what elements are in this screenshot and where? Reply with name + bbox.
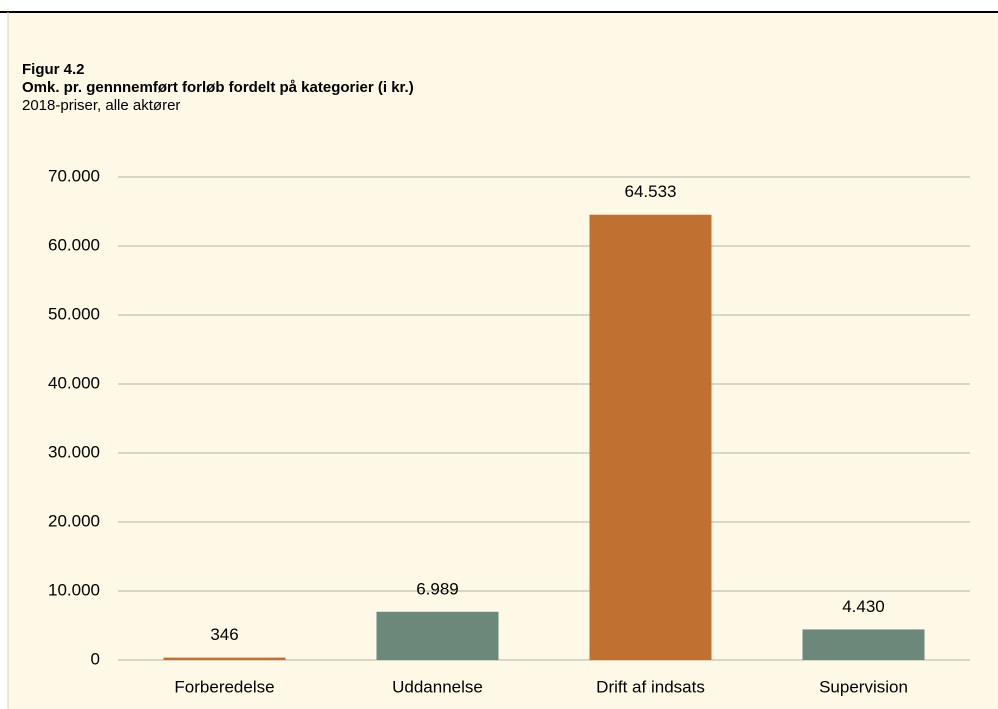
y-tick-label: 70.000: [48, 166, 100, 185]
x-tick-label: Uddannelse: [392, 677, 483, 696]
value-label: 4.430: [842, 597, 885, 616]
value-label: 6.989: [416, 579, 459, 598]
chart-note: 2018-priser, alle aktører: [22, 97, 180, 114]
y-tick-label: 0: [91, 649, 100, 668]
bar: [802, 629, 925, 660]
y-tick-label: 10.000: [48, 580, 100, 599]
x-tick-label: Drift af indsats: [596, 677, 705, 696]
x-tick-label: Supervision: [819, 677, 908, 696]
chart-subtitle: Omk. pr. gennnemført forløb fordelt på k…: [22, 79, 414, 96]
y-tick-label: 40.000: [48, 373, 100, 392]
bar: [589, 214, 712, 661]
y-tick-label: 60.000: [48, 235, 100, 254]
y-tick-label: 50.000: [48, 304, 100, 323]
bar: [376, 611, 499, 660]
x-tick-label: Forberedelse: [174, 677, 274, 696]
value-label: 64.533: [625, 182, 677, 201]
y-tick-label: 30.000: [48, 442, 100, 461]
bar: [163, 657, 286, 660]
chart-title: Figur 4.2: [22, 61, 85, 78]
value-label: 346: [210, 625, 238, 644]
chart-background: [8, 12, 998, 709]
y-tick-label: 20.000: [48, 511, 100, 530]
